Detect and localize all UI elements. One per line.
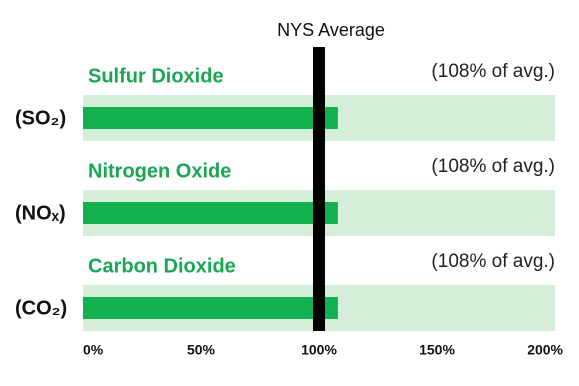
formula-label: (SO₂) xyxy=(15,107,66,129)
bar xyxy=(83,297,338,319)
value-label: (108% of avg.) xyxy=(431,156,555,177)
reference-label: NYS Average xyxy=(277,20,385,40)
x-tick-label: 150% xyxy=(419,342,455,358)
formula-label: (NOₓ) xyxy=(15,202,66,224)
bar xyxy=(83,107,338,129)
x-tick-label: 200% xyxy=(527,342,563,358)
value-label: (108% of avg.) xyxy=(431,251,555,272)
bar xyxy=(83,202,338,224)
formula-label: (CO₂) xyxy=(15,297,67,319)
x-tick-label: 50% xyxy=(187,342,216,358)
reference-line xyxy=(313,47,325,331)
x-tick-label: 0% xyxy=(83,342,104,358)
category-label: Sulfur Dioxide xyxy=(88,65,224,87)
category-label: Nitrogen Oxide xyxy=(88,160,231,182)
value-label: (108% of avg.) xyxy=(431,61,555,82)
category-label: Carbon Dioxide xyxy=(88,255,236,277)
x-tick-label: 100% xyxy=(301,342,337,358)
